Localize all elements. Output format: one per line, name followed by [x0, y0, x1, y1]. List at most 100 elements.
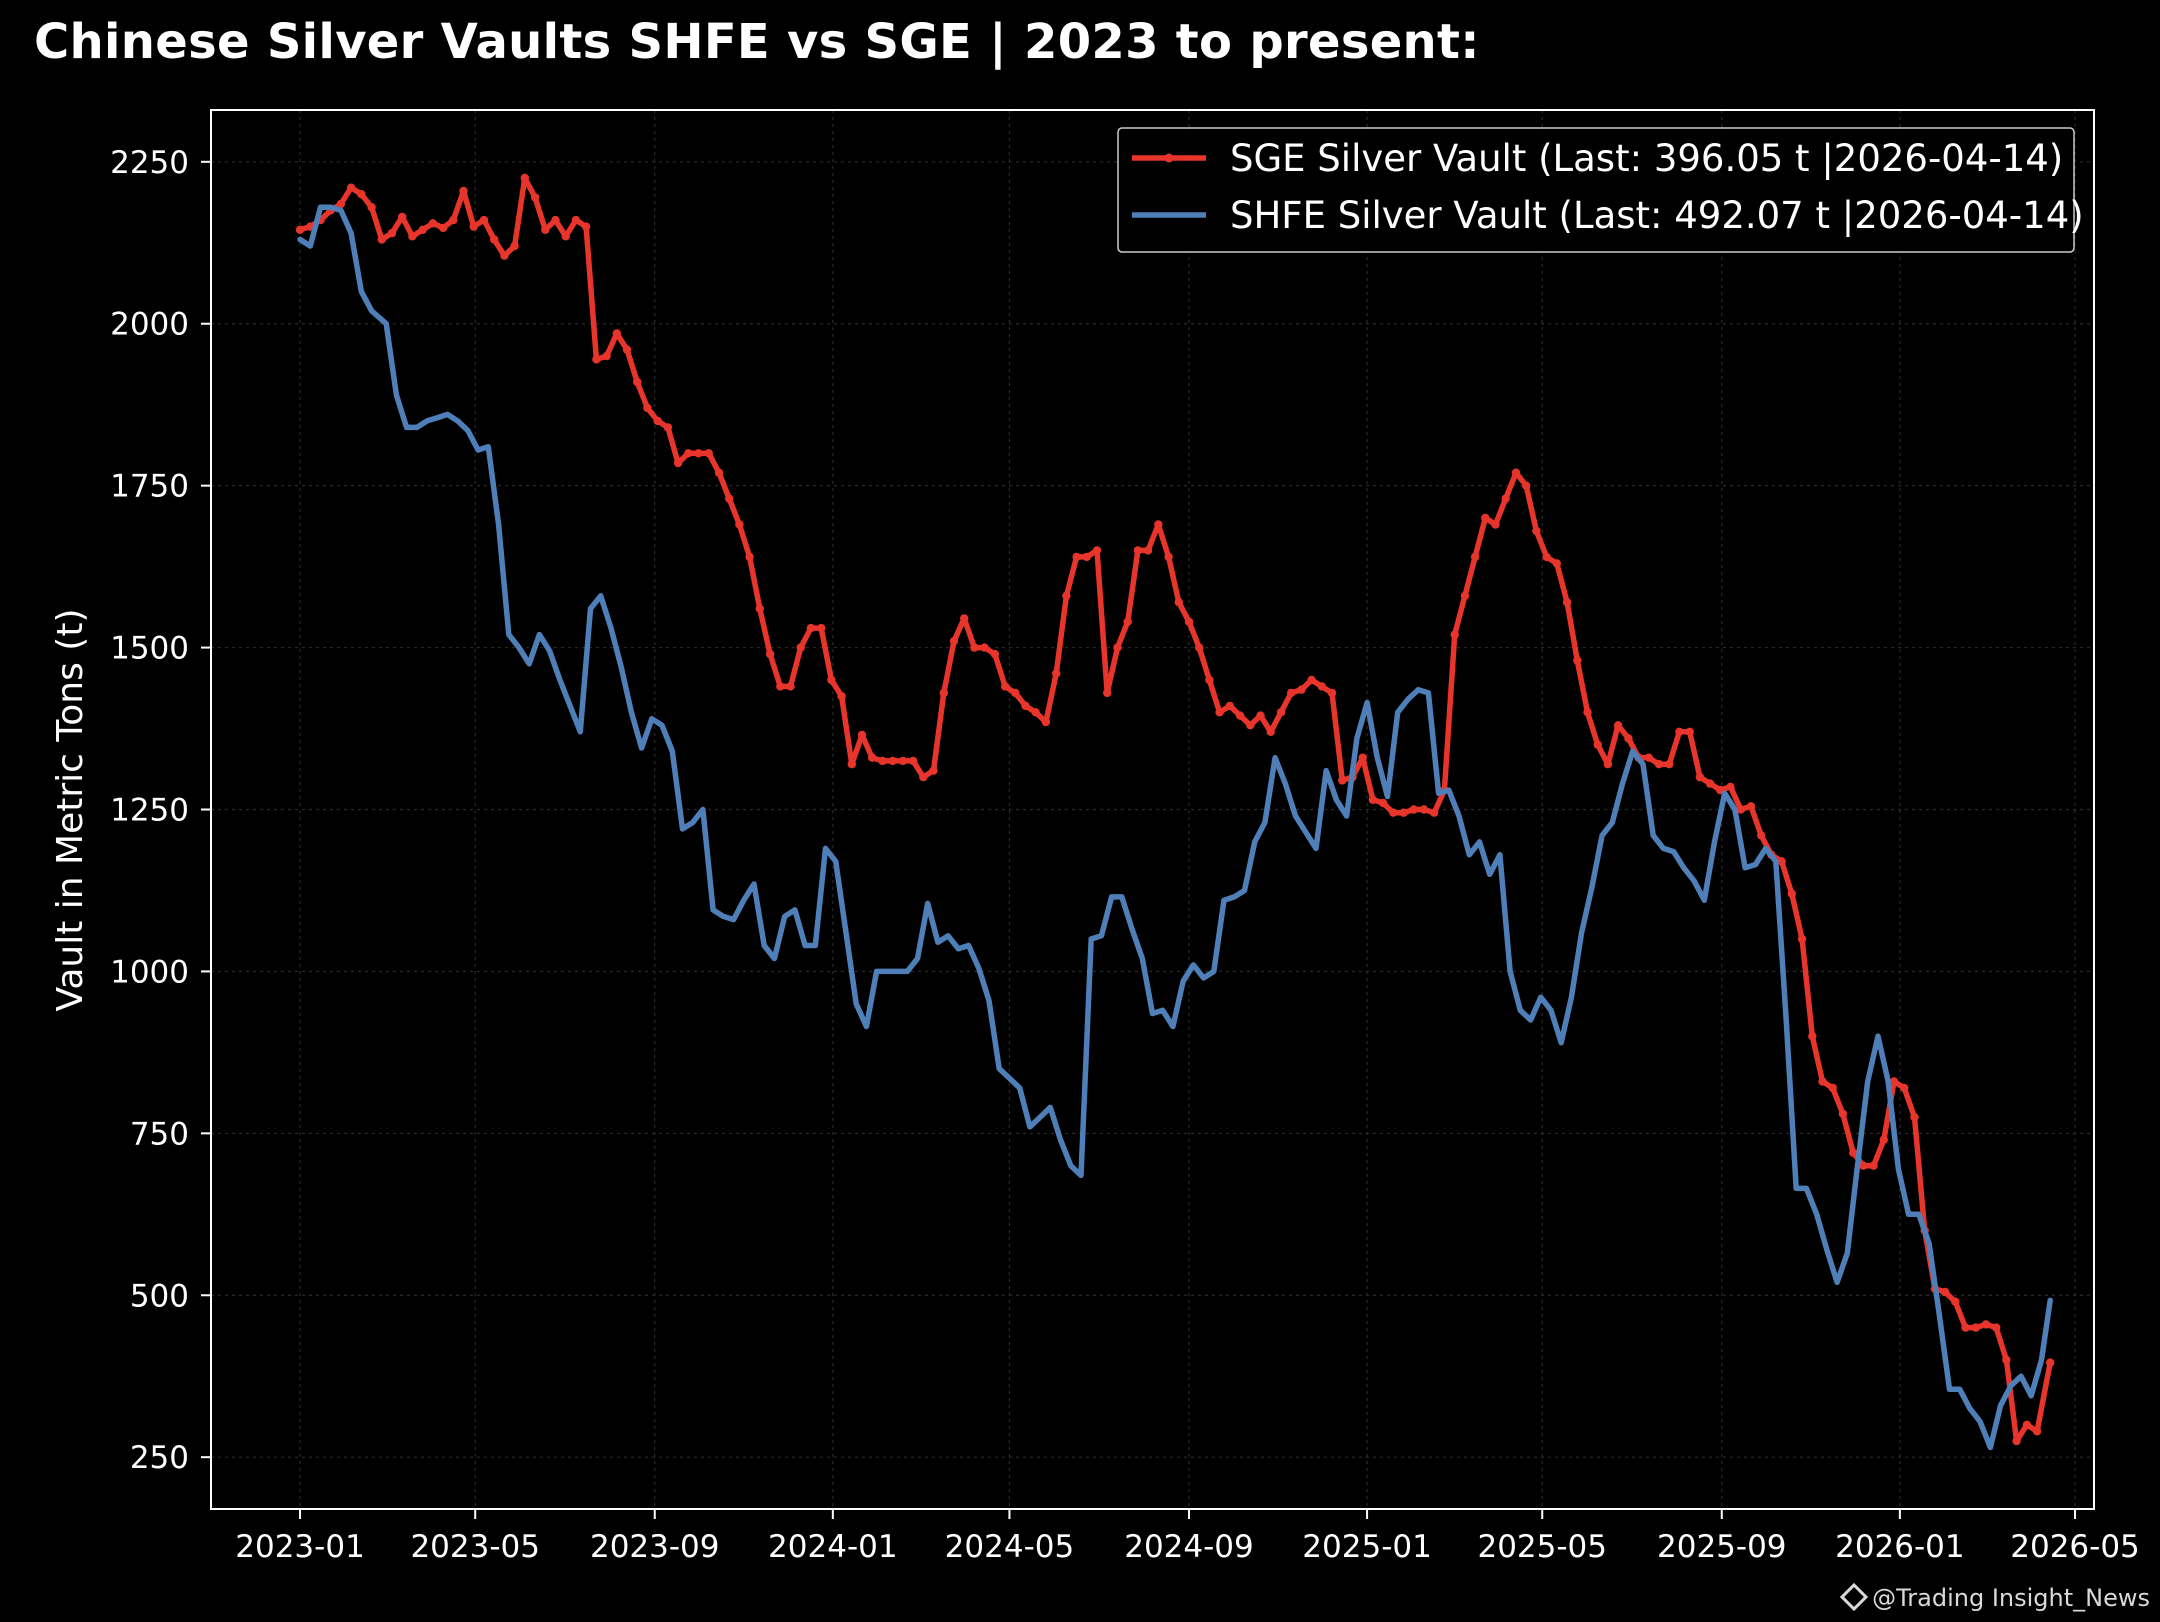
- data-point: [1685, 727, 1694, 736]
- data-point: [1797, 934, 1807, 944]
- data-point: [1613, 721, 1623, 730]
- data-point: [377, 235, 386, 244]
- y-tick-label: 2000: [110, 307, 189, 343]
- data-point: [1164, 552, 1173, 562]
- data-point: [1399, 808, 1408, 817]
- data-point: [581, 222, 591, 231]
- data-point: [1000, 682, 1010, 691]
- data-point: [1532, 526, 1541, 536]
- data-point: [1787, 889, 1797, 898]
- series-line: [297, 175, 2053, 1444]
- data-point: [1317, 682, 1327, 691]
- y-tick-label: 250: [130, 1440, 189, 1476]
- data-point: [2012, 1436, 2021, 1446]
- y-tick-label: 1250: [110, 793, 189, 829]
- data-point: [1052, 669, 1061, 678]
- data-point: [1746, 802, 1756, 811]
- data-point: [1143, 546, 1153, 555]
- data-point: [857, 730, 867, 740]
- data-point: [1593, 740, 1602, 749]
- data-point: [1808, 1032, 1817, 1041]
- data-point: [1777, 857, 1786, 866]
- x-tick-label: 2023-09: [590, 1529, 720, 1565]
- data-point: [1838, 1109, 1848, 1119]
- data-point: [1450, 630, 1459, 639]
- x-tick-label: 2024-09: [1124, 1529, 1254, 1565]
- data-point: [776, 682, 785, 691]
- data-point: [602, 351, 611, 361]
- data-point: [827, 675, 836, 685]
- series-sge: [295, 173, 2055, 1446]
- x-tick-label: 2024-01: [768, 1529, 898, 1565]
- data-point: [1235, 711, 1245, 720]
- data-point: [684, 449, 693, 458]
- data-point: [980, 643, 989, 652]
- x-tick-label: 2025-05: [1477, 1529, 1607, 1565]
- data-point: [530, 193, 540, 202]
- data-point: [1256, 711, 1265, 720]
- data-point: [2046, 1358, 2055, 1367]
- data-point: [438, 223, 448, 233]
- data-point: [786, 682, 795, 691]
- data-point: [479, 215, 489, 225]
- data-point: [510, 241, 519, 251]
- legend-label: SHFE Silver Vault (Last: 492.07 t |2026-…: [1230, 194, 2084, 237]
- data-point: [929, 766, 938, 775]
- data-point: [1675, 727, 1684, 736]
- data-point: [1123, 617, 1132, 626]
- data-point: [561, 232, 570, 241]
- x-tick-label: 2026-01: [1835, 1529, 1965, 1565]
- data-point: [1818, 1077, 1827, 1086]
- data-point: [765, 649, 775, 659]
- data-point: [1501, 494, 1510, 503]
- data-point: [1889, 1077, 1899, 1086]
- data-point: [1491, 520, 1500, 529]
- data-point: [633, 377, 642, 387]
- data-point: [500, 251, 509, 260]
- data-point: [571, 215, 581, 225]
- data-point: [1695, 772, 1705, 782]
- data-point: [541, 225, 550, 234]
- data-point: [755, 604, 764, 613]
- data-point: [469, 222, 478, 231]
- data-point: [387, 228, 397, 238]
- x-tick-label: 2024-05: [945, 1529, 1075, 1565]
- data-point: [949, 636, 959, 646]
- data-point: [1573, 656, 1582, 665]
- data-point: [418, 225, 427, 234]
- data-point: [1654, 760, 1664, 769]
- data-point: [1307, 675, 1316, 685]
- data-point: [551, 215, 560, 225]
- data-point: [888, 756, 897, 766]
- data-point: [1470, 552, 1480, 562]
- x-tick-label: 2025-01: [1302, 1529, 1432, 1565]
- y-tick-label: 1500: [110, 631, 189, 667]
- data-point: [1246, 721, 1255, 730]
- data-point: [990, 649, 1000, 659]
- data-point: [1205, 675, 1214, 685]
- data-point: [1849, 1148, 1858, 1158]
- data-point: [1011, 688, 1020, 698]
- data-point: [704, 449, 713, 458]
- data-point: [1174, 598, 1184, 607]
- data-point: [939, 688, 948, 698]
- data-point: [1981, 1320, 1991, 1329]
- x-tick-label: 2025-09: [1657, 1529, 1787, 1565]
- data-point: [725, 494, 734, 503]
- x-tick-label: 2023-01: [235, 1529, 365, 1565]
- data-point: [1276, 708, 1286, 717]
- data-point: [847, 760, 856, 769]
- data-point: [1665, 760, 1674, 769]
- data-point: [336, 199, 346, 209]
- data-point: [1062, 591, 1071, 600]
- data-point: [1358, 753, 1367, 762]
- data-point: [745, 552, 754, 562]
- data-point: [1726, 782, 1735, 791]
- data-point: [357, 190, 366, 199]
- data-point: [1522, 481, 1531, 490]
- data-point: [622, 345, 632, 354]
- data-point: [796, 643, 805, 652]
- series-shfe: [297, 204, 2053, 1451]
- legend-marker: [1164, 153, 1174, 163]
- data-point: [714, 468, 724, 477]
